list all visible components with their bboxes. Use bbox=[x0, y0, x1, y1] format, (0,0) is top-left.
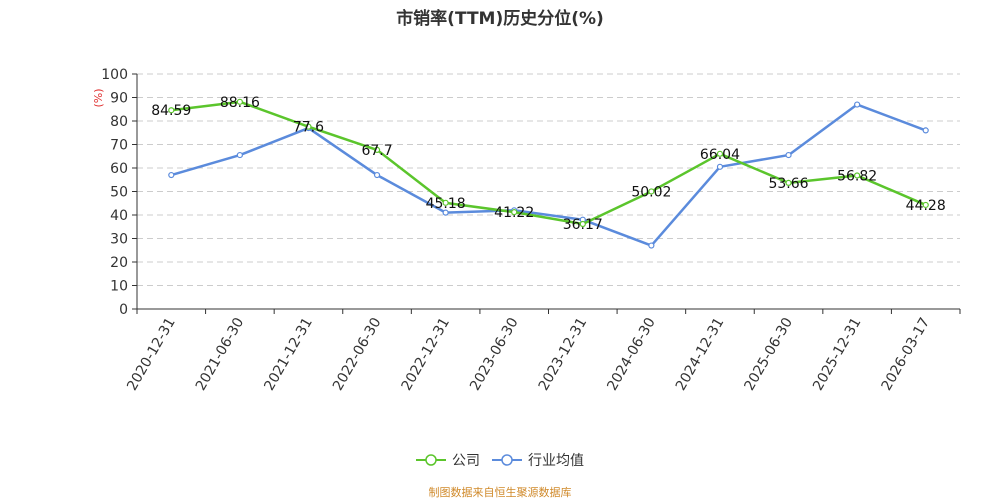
data-point-company bbox=[716, 150, 724, 157]
data-point-company bbox=[579, 220, 586, 228]
data-point-industry bbox=[648, 242, 655, 249]
data-point-industry bbox=[785, 151, 792, 159]
x-tick-label: 2022-06-30 bbox=[330, 315, 385, 393]
data-point-industry bbox=[854, 101, 861, 108]
data-point-company bbox=[854, 172, 861, 179]
data-label: 67.7 bbox=[361, 143, 392, 159]
x-tick-label: 2021-06-30 bbox=[193, 315, 248, 393]
data-label: 77.6 bbox=[293, 120, 324, 136]
x-tick-label: 2020-12-31 bbox=[124, 315, 179, 393]
data-point-company bbox=[511, 209, 518, 216]
chart-title: 市销率(TTM)历史分位(%) bbox=[396, 9, 604, 29]
data-point-company bbox=[922, 201, 929, 209]
source-note: 制图数据来自恒生聚源数据库 bbox=[428, 486, 572, 499]
x-tick-label: 2024-12-31 bbox=[673, 315, 728, 393]
x-tick-label: 2025-12-31 bbox=[810, 315, 865, 393]
data-point-industry bbox=[716, 163, 724, 170]
y-tick-label: 0 bbox=[119, 302, 128, 318]
data-point-company bbox=[373, 146, 381, 154]
y-tick-label: 10 bbox=[110, 279, 128, 295]
data-point-industry bbox=[168, 171, 175, 179]
x-tick-label: 2021-12-31 bbox=[261, 315, 316, 393]
data-label: 50.02 bbox=[631, 184, 671, 200]
x-tick-label: 2023-06-30 bbox=[467, 315, 522, 393]
legend-label: 公司 bbox=[452, 453, 480, 469]
data-label: 44.28 bbox=[906, 198, 946, 214]
series-line-company bbox=[171, 100, 927, 226]
y-tick-label: 80 bbox=[110, 114, 128, 130]
x-tick-label: 2025-06-30 bbox=[741, 315, 796, 393]
data-point-company bbox=[236, 98, 243, 105]
data-label: 45.18 bbox=[426, 196, 466, 212]
series-line-industry bbox=[170, 103, 927, 247]
data-label: 84.59 bbox=[151, 103, 191, 119]
y-tick-label: 60 bbox=[110, 161, 128, 177]
legend-item-company[interactable]: 公司 bbox=[416, 450, 480, 470]
y-tick-label: 30 bbox=[110, 232, 128, 248]
data-label: 36.17 bbox=[563, 217, 603, 233]
data-label: 56.82 bbox=[837, 168, 877, 184]
y-tick-label: 70 bbox=[110, 138, 128, 154]
data-point-company bbox=[442, 199, 449, 206]
data-point-industry bbox=[922, 127, 929, 134]
data-point-company bbox=[305, 123, 312, 130]
legend-swatch bbox=[416, 454, 446, 466]
legend-item-industry[interactable]: 行业均值 bbox=[492, 450, 584, 470]
data-label: 88.16 bbox=[220, 95, 260, 111]
data-point-industry bbox=[236, 151, 243, 159]
data-point-industry bbox=[442, 209, 449, 216]
data-label: 66.04 bbox=[700, 147, 740, 163]
x-tick-label: 2022-12-31 bbox=[399, 315, 454, 393]
data-point-company bbox=[648, 188, 655, 195]
x-tick-label: 2024-06-30 bbox=[604, 315, 659, 393]
data-point-company bbox=[168, 107, 175, 114]
legend-label: 行业均值 bbox=[528, 453, 584, 469]
data-label: 53.66 bbox=[768, 176, 808, 192]
data-label: 41.22 bbox=[494, 205, 534, 221]
y-tick-label: 90 bbox=[110, 91, 128, 107]
y-tick-label: 50 bbox=[110, 185, 128, 201]
x-tick-label: 2026-03-17 bbox=[879, 315, 934, 393]
x-tick-label: 2023-12-31 bbox=[536, 315, 591, 393]
legend-swatch bbox=[492, 454, 522, 466]
y-tick-label: 40 bbox=[110, 208, 128, 224]
y-axis-label: (%) bbox=[92, 88, 105, 107]
y-tick-label: 100 bbox=[101, 67, 128, 83]
data-point-industry bbox=[373, 171, 381, 179]
y-tick-label: 20 bbox=[110, 255, 128, 271]
legend: 公司 行业均值 bbox=[0, 450, 1000, 471]
data-point-company bbox=[785, 179, 792, 186]
